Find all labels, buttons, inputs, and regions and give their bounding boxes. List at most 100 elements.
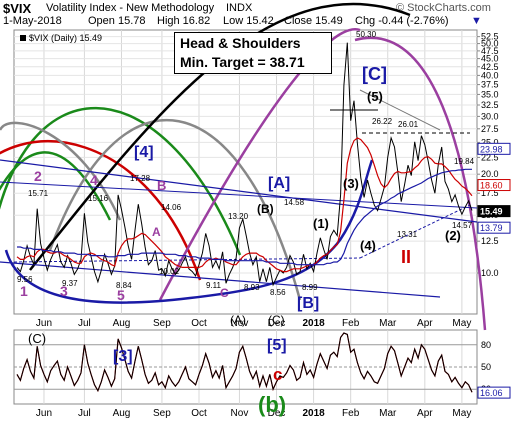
price-legend: $VIX (Daily) 15.49 xyxy=(29,33,102,43)
wave-label: 14.57 xyxy=(452,221,473,230)
wave-label: 13.20 xyxy=(228,212,249,221)
value-tag-box xyxy=(477,221,511,234)
osc-x-tick-label: Oct xyxy=(191,408,207,419)
x-tick-label: Jun xyxy=(36,318,52,329)
x-tick-label: Nov xyxy=(231,318,249,329)
y-tick-label: 45.0 xyxy=(481,54,499,64)
wave-label: 9.56 xyxy=(17,275,33,284)
y-tick-label: 27.5 xyxy=(481,124,499,134)
wave-label: 17.28 xyxy=(130,174,151,183)
y-tick-label: 10.0 xyxy=(481,268,499,278)
y-tick-label: 50.0 xyxy=(481,39,499,49)
x-tick-label: Dec xyxy=(268,318,286,329)
x-tick-label: Aug xyxy=(113,318,131,329)
trendline-upper xyxy=(0,159,478,223)
osc-value-tag-box xyxy=(477,386,511,399)
wave-label: 15.16 xyxy=(88,194,109,203)
osc-wave-label: [3] xyxy=(113,348,133,365)
wave-label: (2) xyxy=(445,228,461,243)
value-tag-label: 13.79 xyxy=(480,223,503,233)
trendline-dotted-rise xyxy=(359,204,471,259)
value-tag-box xyxy=(477,205,511,218)
cycle-arc-green-small xyxy=(0,151,112,221)
y-tick-label: 25.0 xyxy=(481,137,499,147)
osc-x-tick-label: Aug xyxy=(113,408,131,419)
wave-label: [4] xyxy=(134,144,154,161)
y-tick-label: 32.5 xyxy=(481,100,499,110)
wave-label: 1 xyxy=(20,283,28,299)
y-tick-label: 22.5 xyxy=(481,152,499,162)
x-tick-label: 2018 xyxy=(302,318,325,329)
wave-label: [B] xyxy=(297,295,319,312)
osc-wave-label: (C) xyxy=(28,331,46,346)
wave-label: 9.37 xyxy=(62,279,78,288)
wave-label: (3) xyxy=(343,176,359,191)
change-down-icon: ▼ xyxy=(471,15,482,27)
wave-label: (1) xyxy=(313,216,329,231)
wave-label: 9.11 xyxy=(206,281,222,290)
wave-label: 8.93 xyxy=(244,283,260,292)
x-tick-label: Oct xyxy=(191,318,207,329)
osc-tick-label: 50 xyxy=(481,362,491,372)
wave-label: (5) xyxy=(367,89,383,104)
y-tick-label: 35.0 xyxy=(481,89,499,99)
wave-label: 2 xyxy=(34,168,42,184)
wave-label: 3 xyxy=(60,283,68,299)
osc-x-tick-label: Nov xyxy=(231,408,249,419)
osc-x-tick-label: Jul xyxy=(78,408,91,419)
wave-label: 19.84 xyxy=(454,157,475,166)
osc-wave-label: (b) xyxy=(258,392,286,417)
trendline-middle xyxy=(0,181,478,209)
wave-label: 50.30 xyxy=(356,30,377,39)
high-value: High 16.82 xyxy=(157,15,211,27)
low-value: Low 15.42 xyxy=(223,15,274,27)
wave-label: 8.56 xyxy=(270,288,286,297)
y-tick-label: 17.5 xyxy=(481,188,499,198)
wave-label: [A] xyxy=(268,175,290,192)
y-tick-label: 40.0 xyxy=(481,70,499,80)
wave-label: C xyxy=(220,286,229,300)
y-tick-label: 20.0 xyxy=(481,169,499,179)
x-tick-label: Apr xyxy=(417,318,433,329)
exchange-label: INDX xyxy=(226,2,253,14)
osc-x-tick-label: May xyxy=(452,408,471,419)
value-tag-box xyxy=(477,142,511,155)
value-tag-label: 18.60 xyxy=(480,181,503,191)
wave-label: [C] xyxy=(362,64,387,84)
copyright-label: © StockCharts.com xyxy=(396,2,491,14)
series--vix xyxy=(16,42,473,287)
value-tag-label: 15.49 xyxy=(480,207,503,217)
wave-label: 4 xyxy=(90,172,98,188)
osc-x-tick-label: 2018 xyxy=(302,408,325,419)
y-tick-label: 37.5 xyxy=(481,80,499,90)
osc-wave-label: (C) xyxy=(268,313,285,327)
y-tick-label: 30.0 xyxy=(481,111,499,121)
trendline-lower xyxy=(0,261,441,298)
change-value: Chg -0.44 (-2.76%) xyxy=(355,15,449,27)
osc-x-tick-label: Apr xyxy=(417,408,433,419)
x-tick-label: May xyxy=(452,318,471,329)
wave-label: 10.02 xyxy=(159,267,180,276)
wave-label: 15.71 xyxy=(28,189,49,198)
date-label: 1-May-2018 xyxy=(3,15,62,27)
cycle-arc-gray-left xyxy=(0,121,122,221)
osc-wave-label: c xyxy=(273,365,282,384)
osc-x-tick-label: Sep xyxy=(153,408,171,419)
osc-wave-label: (A) xyxy=(230,313,246,327)
wave-label: II xyxy=(401,247,411,267)
wave-label: 14.58 xyxy=(284,198,305,207)
open-value: Open 15.78 xyxy=(88,15,146,27)
callout-line-2: Min. Target = 38.71 xyxy=(180,54,305,70)
cycle-arc-red xyxy=(0,140,202,281)
osc-x-tick-label: Jun xyxy=(36,408,52,419)
cycle-arc-purple xyxy=(354,36,487,331)
y-tick-label: 47.5 xyxy=(481,46,499,56)
head-and-shoulders-callout: Head & Shoulders Min. Target = 38.71 xyxy=(174,32,332,74)
neckline-slope xyxy=(359,89,441,131)
value-tag-box xyxy=(477,179,511,192)
y-tick-label: 42.5 xyxy=(481,62,499,72)
osc-x-tick-label: Dec xyxy=(268,408,286,419)
value-tag-label: 23.98 xyxy=(480,144,503,154)
